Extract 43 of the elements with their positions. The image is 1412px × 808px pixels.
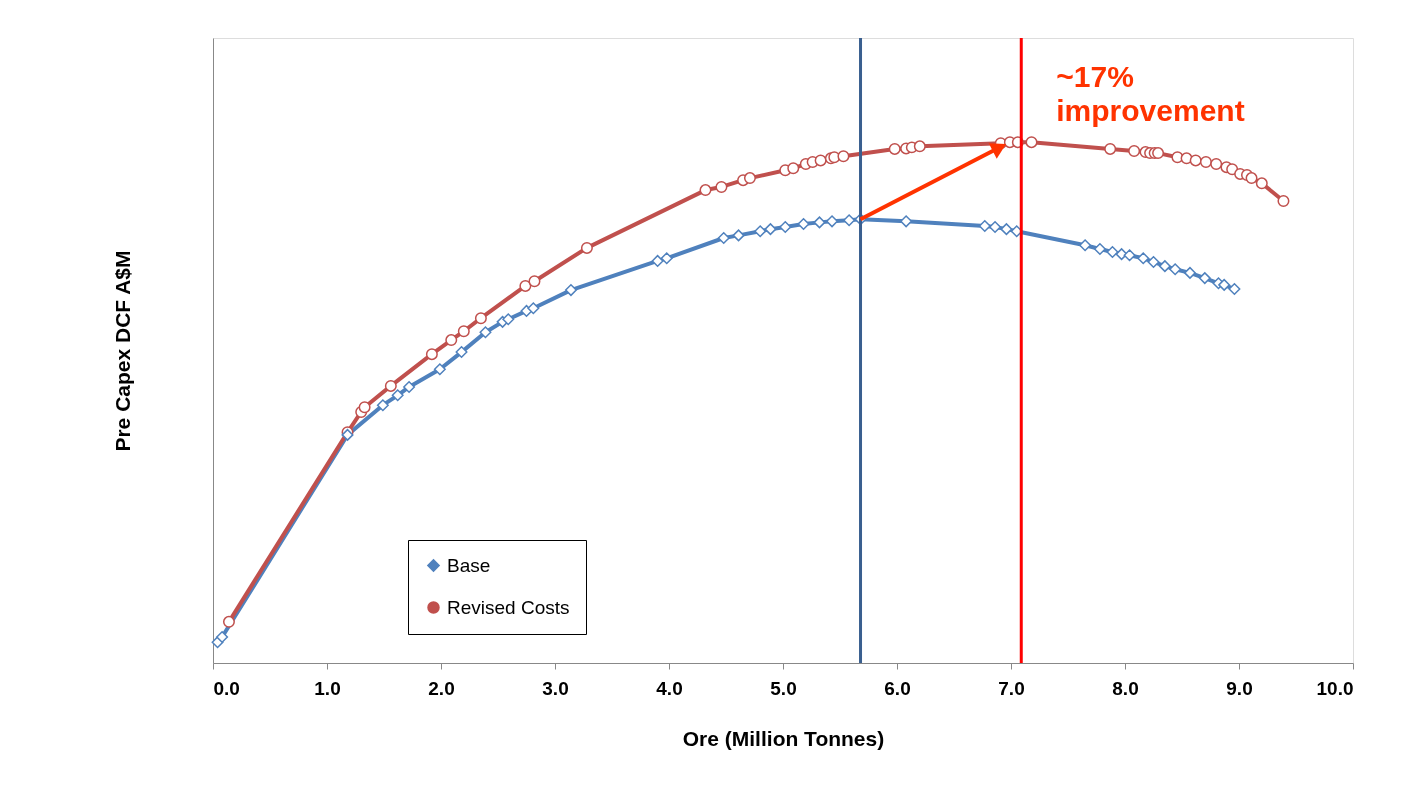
point bbox=[743, 172, 756, 185]
point bbox=[384, 379, 397, 392]
point bbox=[888, 142, 901, 155]
x-tick-label: 5.0 bbox=[770, 677, 797, 699]
point bbox=[1210, 158, 1223, 171]
point bbox=[358, 401, 371, 414]
x-tick-label: 7.0 bbox=[998, 677, 1025, 699]
x-tick-label: 8.0 bbox=[1112, 677, 1139, 699]
point bbox=[699, 184, 712, 197]
point bbox=[1128, 145, 1141, 157]
point bbox=[1245, 172, 1258, 185]
x-tick-label: 6.0 bbox=[884, 677, 911, 699]
point bbox=[1152, 147, 1165, 160]
point bbox=[528, 275, 541, 288]
point bbox=[1199, 155, 1212, 168]
x-tick-label: 10.0 bbox=[1316, 677, 1354, 699]
point bbox=[787, 162, 800, 175]
legend-label: Revised Costs bbox=[447, 596, 570, 618]
point bbox=[1255, 177, 1268, 190]
point bbox=[445, 334, 458, 347]
x-tick-label: 1.0 bbox=[314, 677, 341, 699]
x-tick-label: 2.0 bbox=[428, 677, 455, 699]
text: ~17% improvement bbox=[1056, 60, 1245, 127]
point bbox=[1025, 136, 1038, 149]
point bbox=[222, 615, 235, 628]
point bbox=[457, 325, 470, 338]
x-axis-title: Ore (Million Tonnes) bbox=[682, 726, 885, 750]
x-tick-label: 9.0 bbox=[1226, 677, 1253, 699]
x-tick-label: 3.0 bbox=[542, 677, 569, 699]
y-axis-title: Pre Capex DCF A$M bbox=[110, 250, 134, 452]
point bbox=[1171, 151, 1184, 164]
point bbox=[828, 151, 841, 164]
point bbox=[519, 279, 532, 292]
point bbox=[425, 348, 438, 361]
point bbox=[1104, 142, 1117, 155]
point bbox=[580, 241, 593, 254]
point bbox=[474, 312, 487, 325]
x-tick-label: 4.0 bbox=[656, 677, 683, 699]
point bbox=[837, 150, 850, 163]
x-tick-label: 0.0 bbox=[213, 677, 240, 699]
point bbox=[715, 180, 728, 193]
point bbox=[913, 140, 926, 153]
legend-label: Base bbox=[447, 554, 491, 576]
